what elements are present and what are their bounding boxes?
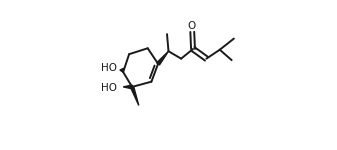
Polygon shape	[130, 86, 139, 105]
Text: HO: HO	[101, 63, 117, 73]
Text: HO: HO	[101, 83, 117, 93]
Polygon shape	[123, 85, 132, 89]
Polygon shape	[157, 51, 168, 65]
Text: O: O	[187, 21, 195, 31]
